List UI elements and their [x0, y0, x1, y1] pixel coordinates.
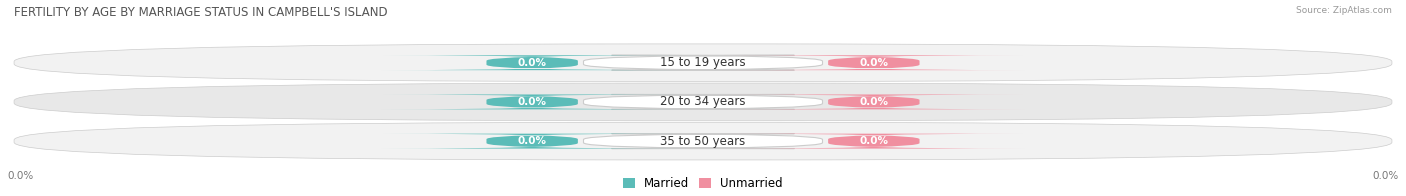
FancyBboxPatch shape — [583, 55, 823, 70]
FancyBboxPatch shape — [583, 134, 823, 149]
FancyBboxPatch shape — [381, 94, 683, 109]
FancyBboxPatch shape — [14, 44, 1392, 82]
FancyBboxPatch shape — [381, 55, 683, 70]
FancyBboxPatch shape — [723, 94, 1025, 109]
Text: 0.0%: 0.0% — [859, 58, 889, 68]
FancyBboxPatch shape — [381, 134, 683, 149]
Text: 35 to 50 years: 35 to 50 years — [661, 135, 745, 148]
Text: 15 to 19 years: 15 to 19 years — [661, 56, 745, 69]
FancyBboxPatch shape — [14, 122, 1392, 160]
Text: 0.0%: 0.0% — [517, 97, 547, 107]
Legend: Married, Unmarried: Married, Unmarried — [623, 177, 783, 190]
FancyBboxPatch shape — [723, 134, 1025, 149]
Text: FERTILITY BY AGE BY MARRIAGE STATUS IN CAMPBELL'S ISLAND: FERTILITY BY AGE BY MARRIAGE STATUS IN C… — [14, 6, 388, 19]
Text: 0.0%: 0.0% — [859, 136, 889, 146]
FancyBboxPatch shape — [583, 94, 823, 109]
Text: 0.0%: 0.0% — [517, 136, 547, 146]
Text: 0.0%: 0.0% — [517, 58, 547, 68]
FancyBboxPatch shape — [723, 55, 1025, 70]
Text: Source: ZipAtlas.com: Source: ZipAtlas.com — [1296, 6, 1392, 15]
Text: 20 to 34 years: 20 to 34 years — [661, 95, 745, 108]
Text: 0.0%: 0.0% — [859, 97, 889, 107]
Text: 0.0%: 0.0% — [1372, 171, 1399, 181]
FancyBboxPatch shape — [14, 83, 1392, 121]
Text: 0.0%: 0.0% — [7, 171, 34, 181]
